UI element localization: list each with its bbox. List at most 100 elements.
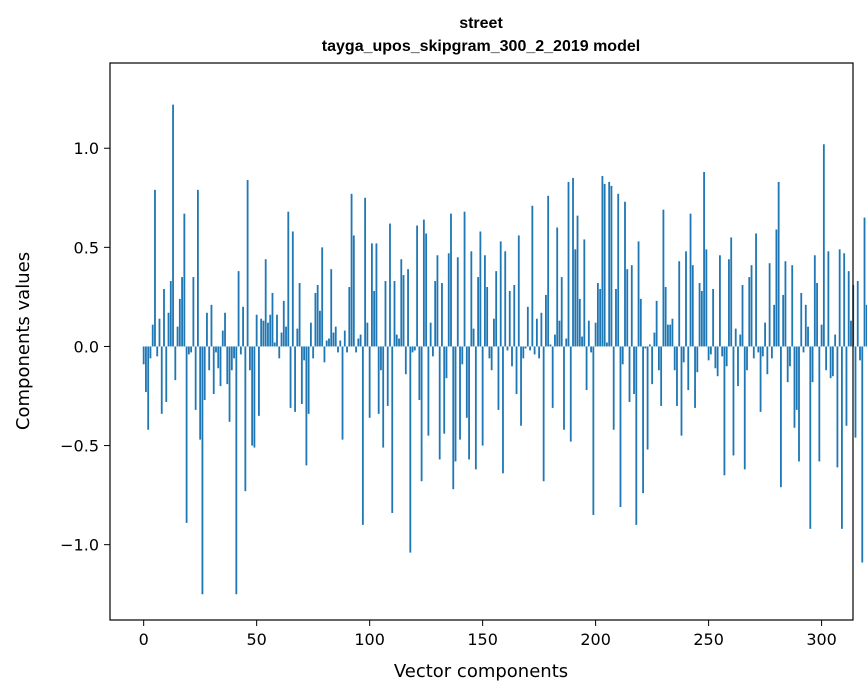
bar [540,312,543,347]
bar [533,346,536,355]
bar [565,338,568,347]
bar [298,283,301,347]
bar [585,346,588,391]
bar [531,205,534,347]
bar [194,346,197,410]
bar [759,346,762,412]
bar [197,189,199,347]
bar [373,290,376,347]
x-tick-label: 250 [693,630,724,649]
bar [847,271,850,347]
bar [651,346,654,385]
bar [719,255,721,347]
bar [725,346,728,367]
bar [816,283,818,347]
bar [258,346,260,416]
bar [716,346,719,377]
bar [809,346,812,529]
bar [429,322,432,347]
bar [637,241,640,347]
x-tick-label: 300 [806,630,837,649]
bar [694,346,696,408]
bar [603,183,606,347]
bar [341,346,344,440]
bar [350,193,353,347]
bar [734,328,737,347]
bar [558,320,561,347]
bar [831,346,834,377]
bar [210,304,213,347]
bar [366,322,369,347]
bar [569,346,572,442]
bar [178,298,181,347]
bar [549,344,552,347]
bar [502,346,504,474]
bar [199,346,202,440]
bar [233,346,235,359]
bar [506,346,509,351]
bar [452,346,455,490]
bar [676,346,678,406]
bar [167,312,170,347]
bar [513,285,516,347]
bar [551,346,554,408]
bar [151,324,154,347]
bar [343,330,346,347]
bar [743,346,746,470]
bar [312,346,315,359]
x-tick-label: 100 [354,630,385,649]
bar [142,346,145,365]
bar [610,185,613,347]
bar [789,346,791,367]
bar [721,346,724,357]
bar [827,251,830,347]
bar [563,346,565,430]
x-axis-label: Vector components [394,661,568,682]
y-tick-label: −1.0 [60,536,99,555]
bar [287,211,290,347]
bar [309,322,312,347]
bar [639,298,642,347]
bar [303,346,306,361]
bar [389,223,391,347]
bar [730,237,733,347]
bar [707,346,710,361]
bar [590,346,592,353]
bar [447,253,450,347]
bar [687,346,690,391]
bar [554,334,556,347]
bar [545,294,547,347]
bar [185,346,188,523]
bar [526,306,529,347]
bar [375,243,378,347]
bar [380,346,382,371]
bar [237,271,240,347]
bar [703,172,705,347]
bar [201,346,204,595]
ticks-layer: 0 50 100 150 200 250 300 −1.0 −0.5 0.0 0.5 1.0 [60,139,837,649]
bar [330,269,333,347]
bar [314,292,317,347]
bar [172,104,174,347]
bar [576,215,579,347]
bar [267,322,269,347]
bar [822,144,825,347]
bar [470,251,473,347]
bar [364,197,367,347]
bar [820,324,823,347]
bars-layer [142,104,867,595]
bar [838,249,841,347]
bar [251,346,254,446]
bar [411,346,414,353]
bar [483,255,486,347]
bar [642,346,644,494]
bar [594,322,597,347]
bar [377,346,380,414]
bar [626,269,629,347]
bar [766,346,769,375]
bar [278,346,281,359]
y-tick-label: 0.0 [74,337,99,356]
bar [260,318,263,347]
bar [782,294,785,347]
x-tick-label: 0 [139,630,149,649]
